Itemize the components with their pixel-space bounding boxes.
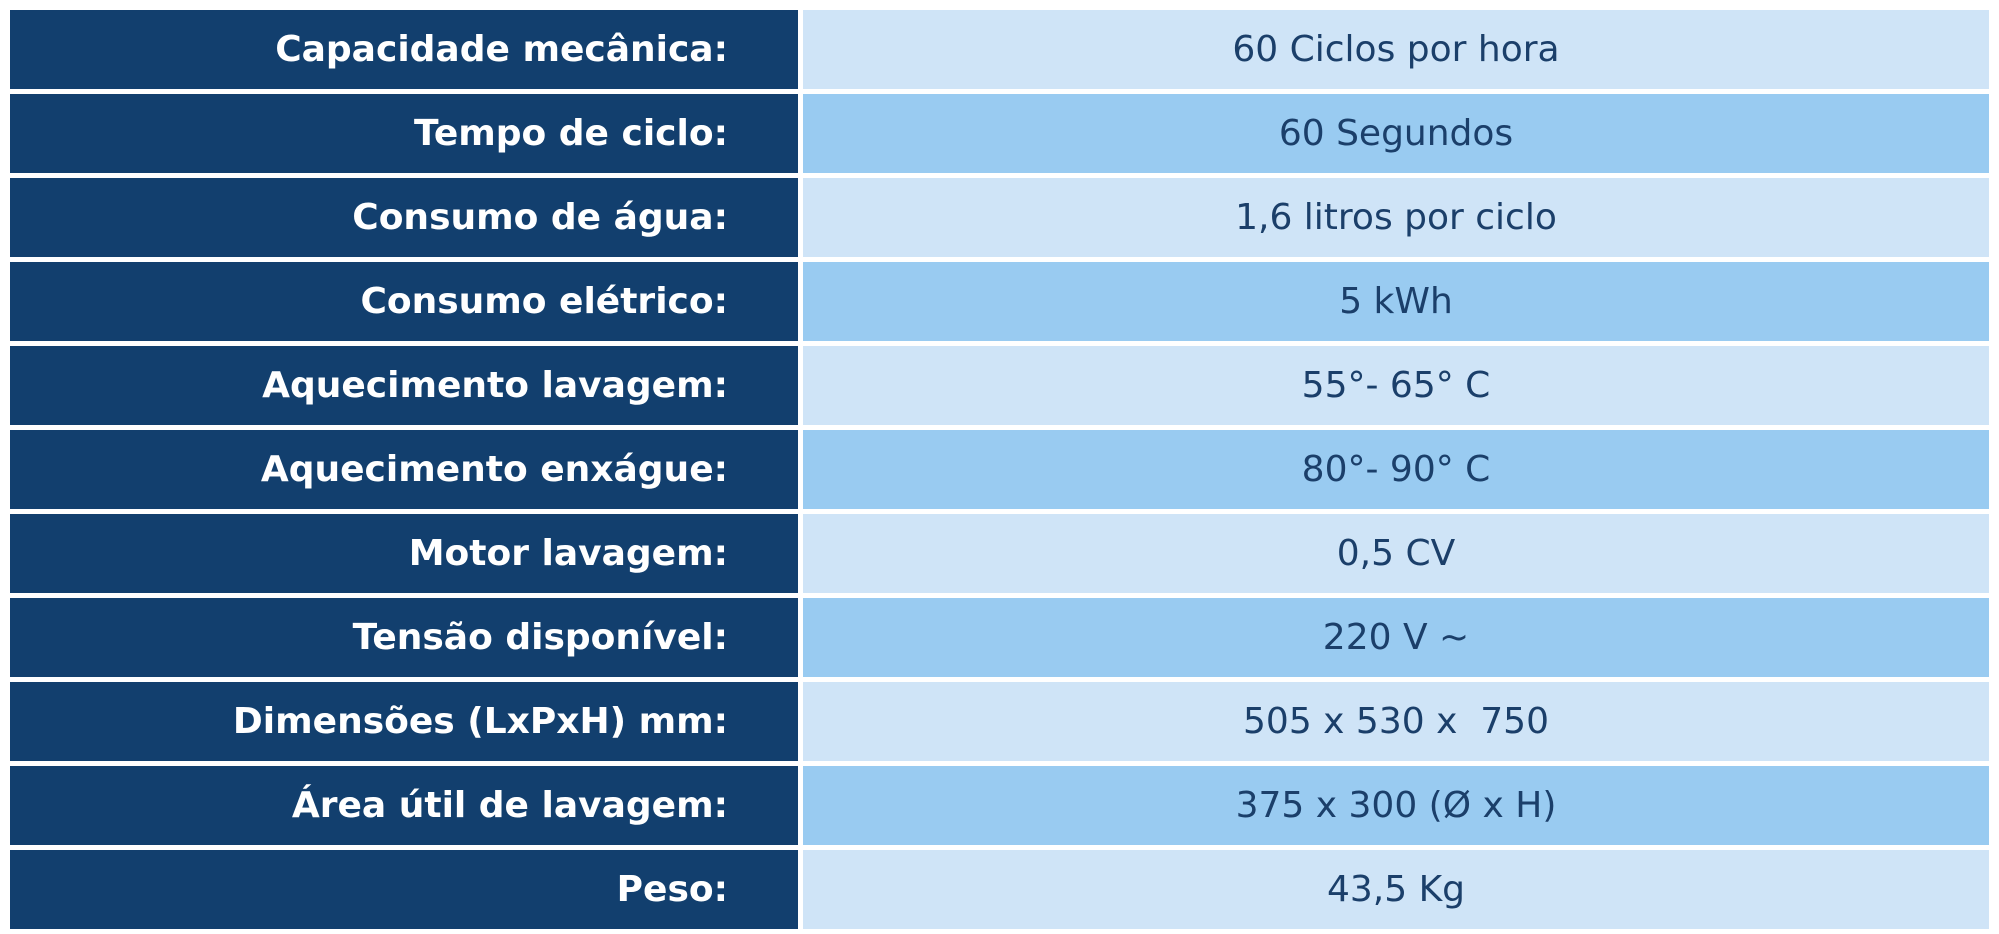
spec-label: Aquecimento lavagem: bbox=[10, 346, 798, 425]
spec-row: Capacidade mecânica: 60 Ciclos por hora bbox=[10, 10, 1989, 89]
spec-row: Área útil de lavagem: 375 x 300 (Ø x H) bbox=[10, 766, 1989, 845]
spec-table: Capacidade mecânica: 60 Ciclos por hora Te… bbox=[10, 10, 1989, 934]
spec-value: 60 Ciclos por hora bbox=[803, 10, 1989, 89]
spec-row: Motor lavagem: 0,5 CV bbox=[10, 514, 1989, 593]
spec-value: 80°- 90° C bbox=[803, 430, 1989, 509]
spec-value: 5 kWh bbox=[803, 262, 1989, 341]
spec-value: 43,5 Kg bbox=[803, 850, 1989, 929]
spec-row: Tempo de ciclo: 60 Segundos bbox=[10, 94, 1989, 173]
spec-row: Aquecimento lavagem: 55°- 65° C bbox=[10, 346, 1989, 425]
spec-row: Consumo de água: 1,6 litros por ciclo bbox=[10, 178, 1989, 257]
spec-value: 55°- 65° C bbox=[803, 346, 1989, 425]
spec-row: Tensão disponível: 220 V ~ bbox=[10, 598, 1989, 677]
spec-label: Dimensões (LxPxH) mm: bbox=[10, 682, 798, 761]
spec-value: 60 Segundos bbox=[803, 94, 1989, 173]
spec-value: 375 x 300 (Ø x H) bbox=[803, 766, 1989, 845]
spec-label: Aquecimento enxágue: bbox=[10, 430, 798, 509]
spec-label: Tensão disponível: bbox=[10, 598, 798, 677]
spec-label: Capacidade mecânica: bbox=[10, 10, 798, 89]
spec-label: Tempo de ciclo: bbox=[10, 94, 798, 173]
spec-row: Peso: 43,5 Kg bbox=[10, 850, 1989, 929]
spec-value: 1,6 litros por ciclo bbox=[803, 178, 1989, 257]
spec-label: Consumo elétrico: bbox=[10, 262, 798, 341]
spec-row: Dimensões (LxPxH) mm: 505 x 530 x 750 bbox=[10, 682, 1989, 761]
spec-label: Área útil de lavagem: bbox=[10, 766, 798, 845]
spec-value: 0,5 CV bbox=[803, 514, 1989, 593]
spec-value: 220 V ~ bbox=[803, 598, 1989, 677]
spec-label: Motor lavagem: bbox=[10, 514, 798, 593]
spec-row: Aquecimento enxágue: 80°- 90° C bbox=[10, 430, 1989, 509]
spec-value: 505 x 530 x 750 bbox=[803, 682, 1989, 761]
spec-label: Peso: bbox=[10, 850, 798, 929]
spec-label: Consumo de água: bbox=[10, 178, 798, 257]
spec-row: Consumo elétrico: 5 kWh bbox=[10, 262, 1989, 341]
